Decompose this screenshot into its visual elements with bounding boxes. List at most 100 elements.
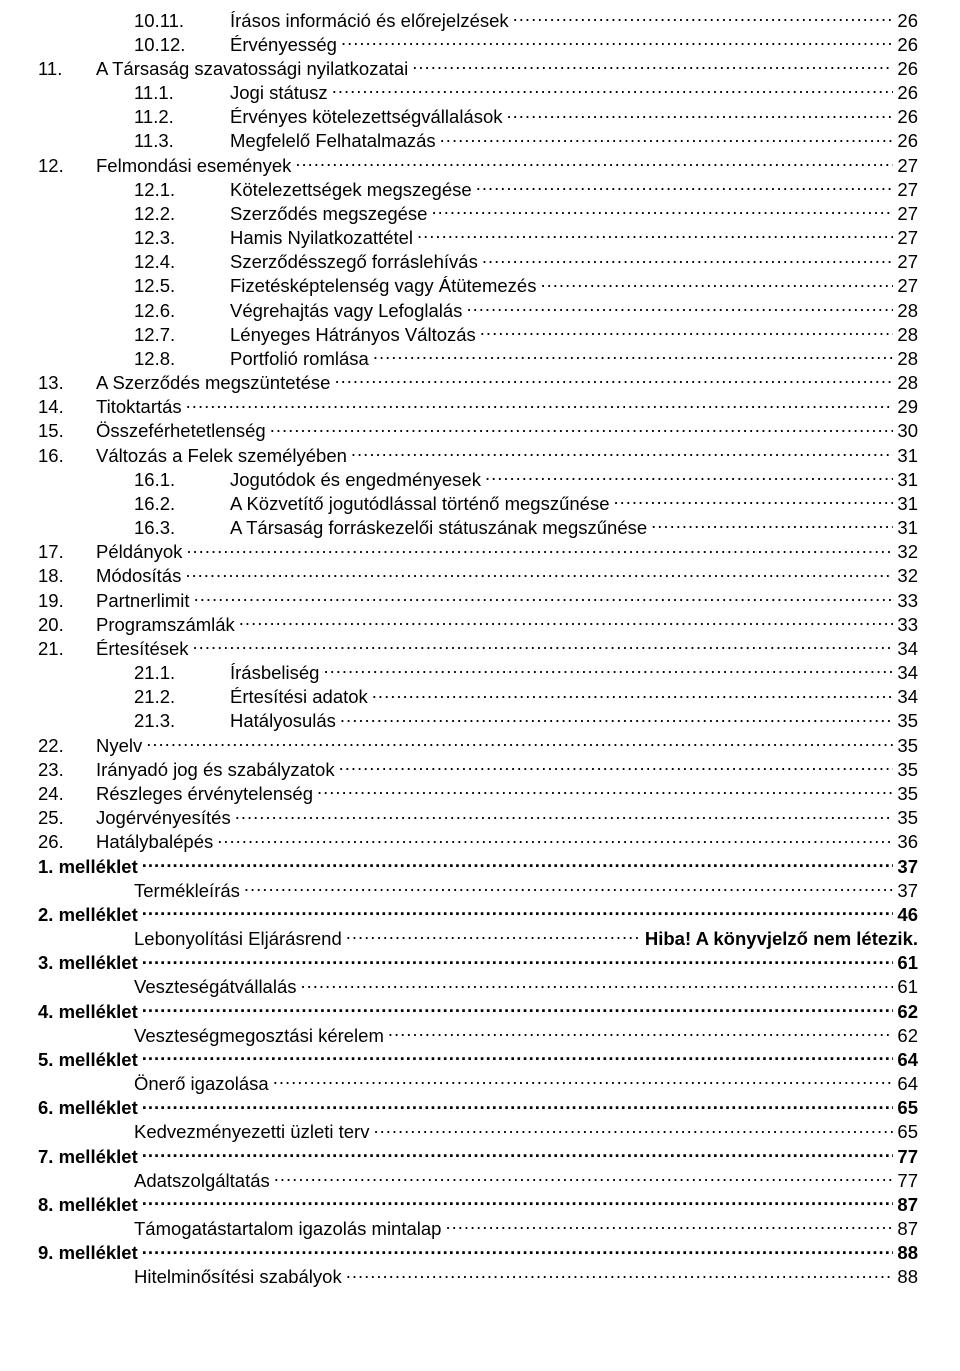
toc-leader bbox=[507, 105, 894, 124]
toc-entry: 18.Módosítás32 bbox=[38, 564, 918, 588]
toc-entry-page: 28 bbox=[897, 323, 918, 347]
toc-entry-title: 6. melléklet bbox=[38, 1096, 138, 1120]
toc-entry-number: 11.2. bbox=[134, 105, 230, 129]
toc-leader bbox=[239, 612, 894, 631]
toc-leader bbox=[480, 322, 894, 341]
toc-entry-title: Jogérvényesítés bbox=[96, 806, 231, 830]
toc-leader bbox=[373, 1120, 893, 1139]
toc-entry: 12.8.Portfolió romlása28 bbox=[38, 346, 918, 370]
toc-leader bbox=[476, 177, 894, 196]
toc-leader bbox=[466, 298, 893, 317]
toc-entry: 16.Változás a Felek személyében31 bbox=[38, 443, 918, 467]
toc-entry-page: 27 bbox=[897, 202, 918, 226]
toc-entry-page: 88 bbox=[897, 1265, 918, 1289]
toc-entry-page: 35 bbox=[897, 734, 918, 758]
toc-entry-number: 19. bbox=[38, 589, 96, 613]
toc-entry-title: Érvényesség bbox=[230, 33, 337, 57]
toc-leader bbox=[295, 153, 893, 172]
toc-leader bbox=[373, 346, 894, 365]
toc-leader bbox=[142, 951, 894, 970]
toc-entry: 12.3.Hamis Nyilatkozattétel27 bbox=[38, 226, 918, 250]
toc-entry-title: 3. melléklet bbox=[38, 951, 138, 975]
toc-entry-title: Portfolió romlása bbox=[230, 347, 369, 371]
toc-entry: 11.3.Megfelelő Felhatalmazás26 bbox=[38, 129, 918, 153]
toc-entry-title: Szerződés megszegése bbox=[230, 202, 427, 226]
toc-entry-number: 21. bbox=[38, 637, 96, 661]
toc-leader bbox=[142, 999, 894, 1018]
toc-entry-title: Irányadó jog és szabályzatok bbox=[96, 758, 335, 782]
toc-entry: 17.Példányok32 bbox=[38, 540, 918, 564]
toc-entry-number: 12.7. bbox=[134, 323, 230, 347]
toc-entry-title: Részleges érvénytelenség bbox=[96, 782, 313, 806]
toc-entry: 10.12.Érvényesség26 bbox=[38, 32, 918, 56]
toc-leader bbox=[274, 1168, 894, 1187]
toc-entry-page: 61 bbox=[897, 975, 918, 999]
toc-entry: 14.Titoktartás29 bbox=[38, 395, 918, 419]
toc-entry-title: Fizetésképtelenség vagy Átütemezés bbox=[230, 274, 536, 298]
toc-leader bbox=[482, 250, 894, 269]
toc-entry-page: 31 bbox=[897, 516, 918, 540]
toc-entry: 16.2.A Közvetítő jogutódlással történő m… bbox=[38, 491, 918, 515]
toc-entry-title: Veszteségmegosztási kérelem bbox=[134, 1024, 384, 1048]
toc-page: 10.11.Írásos információ és előrejelzések… bbox=[0, 0, 960, 1309]
toc-entry-title: Írásbeliség bbox=[230, 661, 319, 685]
toc-entry-page: 31 bbox=[897, 444, 918, 468]
toc-leader bbox=[193, 636, 894, 655]
toc-entry: 22.Nyelv35 bbox=[38, 733, 918, 757]
toc-entry: 12.2.Szerződés megszegése 27 bbox=[38, 201, 918, 225]
toc-entry: 1. melléklet37 bbox=[38, 854, 918, 878]
toc-entry-number: 17. bbox=[38, 540, 96, 564]
toc-entry-page: 27 bbox=[897, 154, 918, 178]
toc-entry-title: Megfelelő Felhatalmazás bbox=[230, 129, 436, 153]
toc-entry: 12.6.Végrehajtás vagy Lefoglalás28 bbox=[38, 298, 918, 322]
toc-entry-title: Önerő igazolása bbox=[134, 1072, 269, 1096]
toc-entry-number: 15. bbox=[38, 419, 96, 443]
toc-entry-title: A Közvetítő jogutódlással történő megszű… bbox=[230, 492, 610, 516]
toc-entry-title: Adatszolgáltatás bbox=[134, 1169, 270, 1193]
toc-leader bbox=[332, 81, 894, 100]
toc-entry-page: 77 bbox=[897, 1169, 918, 1193]
toc-leader bbox=[142, 1047, 894, 1066]
table-of-contents: 10.11.Írásos információ és előrejelzések… bbox=[38, 8, 918, 1289]
toc-entry: 9. melléklet88 bbox=[38, 1241, 918, 1265]
toc-entry-page: 27 bbox=[897, 178, 918, 202]
toc-entry-page: 87 bbox=[897, 1193, 918, 1217]
toc-entry-number: 20. bbox=[38, 613, 96, 637]
toc-leader bbox=[340, 709, 894, 728]
toc-entry: 24.Részleges érvénytelenség35 bbox=[38, 782, 918, 806]
toc-entry-number: 12.8. bbox=[134, 347, 230, 371]
toc-error-text: Hiba! A könyvjelző nem létezik. bbox=[645, 927, 918, 951]
toc-entry-number: 12.2. bbox=[134, 202, 230, 226]
toc-entry-page: 62 bbox=[897, 1000, 918, 1024]
toc-entry: 12.Felmondási események27 bbox=[38, 153, 918, 177]
toc-entry-title: Támogatástartalom igazolás mintalap bbox=[134, 1217, 441, 1241]
toc-entry-number: 23. bbox=[38, 758, 96, 782]
toc-entry-title: Termékleírás bbox=[134, 879, 240, 903]
toc-entry-page: 30 bbox=[897, 419, 918, 443]
toc-entry: 12.5.Fizetésképtelenség vagy Átütemezés2… bbox=[38, 274, 918, 298]
toc-entry-number: 16. bbox=[38, 444, 96, 468]
toc-entry-title: Kedvezményezetti üzleti terv bbox=[134, 1120, 369, 1144]
toc-entry-title: 7. melléklet bbox=[38, 1145, 138, 1169]
toc-entry-title: 2. melléklet bbox=[38, 903, 138, 927]
toc-entry-page: 34 bbox=[897, 685, 918, 709]
toc-entry-number: 25. bbox=[38, 806, 96, 830]
toc-entry-page: 26 bbox=[897, 81, 918, 105]
toc-entry: 12.1.Kötelezettségek megszegése27 bbox=[38, 177, 918, 201]
toc-entry-page: 34 bbox=[897, 637, 918, 661]
toc-entry-title: A Társaság forráskezelői státuszának meg… bbox=[230, 516, 647, 540]
toc-entry-page: 27 bbox=[897, 274, 918, 298]
toc-entry-number: 11. bbox=[38, 57, 96, 81]
toc-leader bbox=[341, 32, 893, 51]
toc-entry-title: A Társaság szavatossági nyilatkozatai bbox=[96, 57, 408, 81]
toc-leader bbox=[372, 685, 894, 704]
toc-entry-title: 4. melléklet bbox=[38, 1000, 138, 1024]
toc-leader bbox=[301, 975, 894, 994]
toc-entry-title: A Szerződés megszüntetése bbox=[96, 371, 330, 395]
toc-entry-title: Hatálybalépés bbox=[96, 830, 213, 854]
toc-entry-number: 14. bbox=[38, 395, 96, 419]
toc-entry-number: 18. bbox=[38, 564, 96, 588]
toc-leader bbox=[323, 661, 893, 680]
toc-entry: Hitelminősítési szabályok88 bbox=[38, 1265, 918, 1289]
toc-entry: 5. melléklet64 bbox=[38, 1047, 918, 1071]
